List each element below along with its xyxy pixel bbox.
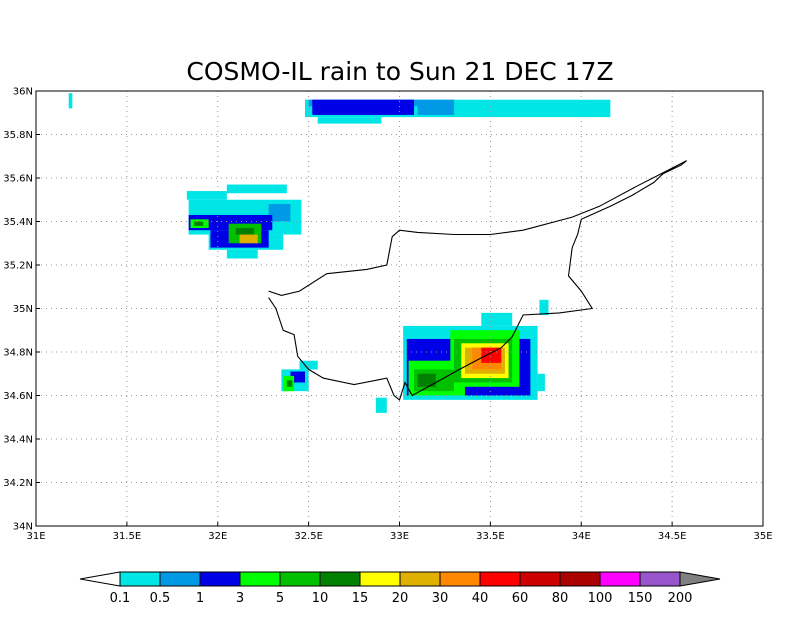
x-tick-label: 35E (753, 531, 772, 542)
x-tick-label: 31.5E (113, 531, 142, 542)
colorbar-label: 0.5 (150, 591, 171, 606)
colorbar-swatch (599, 571, 641, 587)
axis-ticks: 31E 31.5E 32E 32.5E 33E 33.5E 34E 34.5E 35E 34N 34… (3, 87, 772, 543)
y-tick-label: 35.4N (3, 217, 33, 228)
colorbar-swatch (479, 571, 521, 587)
y-tick-label: 34.8N (3, 348, 33, 359)
x-tick-label: 34E (572, 531, 591, 542)
colorbar: 0.1 0.5 1 3 5 10 15 20 30 40 60 80 100 150 200 (79, 571, 721, 606)
colorbar-swatch (639, 571, 681, 587)
rain-cell-20 (299, 360, 318, 370)
rain-field (68, 93, 611, 413)
rain-cell-34 (417, 373, 436, 387)
colorbar-swatch (279, 571, 321, 587)
colorbar-label: 150 (628, 591, 653, 606)
colorbar-swatch (399, 571, 441, 587)
colorbar-swatch (119, 571, 161, 587)
colorbar-swatch (239, 571, 281, 587)
colorbar-swatch (359, 571, 401, 587)
rain-cell-4 (417, 99, 455, 115)
chart-title: COSMO-IL rain to Sun 21 DEC 17Z (186, 57, 613, 86)
rain-cell-18 (239, 234, 258, 244)
x-tick-label: 31E (26, 531, 45, 542)
rain-cell-16 (194, 221, 204, 226)
x-tick-label: 32.5E (294, 531, 323, 542)
rain-cell-17 (235, 228, 255, 235)
colorbar-label: 40 (472, 591, 489, 606)
y-tick-label: 34.6N (3, 391, 33, 402)
x-tick-label: 33E (390, 531, 409, 542)
colorbar-label: 200 (668, 591, 693, 606)
y-tick-label: 34.2N (3, 478, 33, 489)
colorbar-label: 100 (588, 591, 613, 606)
x-tick-label: 34.5E (658, 531, 687, 542)
y-tick-label: 34N (13, 522, 33, 533)
colorbar-label: 30 (432, 591, 449, 606)
rain-cell-21 (290, 371, 305, 383)
colorbar-swatch (559, 571, 601, 587)
rain-cell-6 (186, 191, 227, 200)
y-tick-label: 36N (13, 87, 33, 98)
colorbar-label: 15 (352, 591, 369, 606)
colorbar-label: 1 (196, 591, 204, 606)
colorbar-swatch (199, 571, 241, 587)
rain-cell-10 (226, 249, 258, 259)
colorbar-under-arrow (79, 571, 121, 587)
colorbar-label: 60 (512, 591, 529, 606)
rain-cell-2 (317, 117, 382, 124)
rain-cell-24 (375, 397, 387, 413)
y-tick-label: 35.2N (3, 261, 33, 272)
colorbar-swatch (439, 571, 481, 587)
y-tick-label: 35.6N (3, 174, 33, 185)
rain-cell-0 (68, 93, 73, 109)
colorbar-label: 5 (276, 591, 284, 606)
x-tick-label: 33.5E (476, 531, 505, 542)
colorbar-swatch (159, 571, 201, 587)
rain-cell-38 (481, 347, 502, 363)
colorbar-over-arrow (679, 571, 721, 587)
gridlines (36, 91, 763, 526)
cyprus-coastline (268, 160, 688, 401)
x-tick-label: 32E (208, 531, 227, 542)
rain-cell-26 (481, 312, 513, 326)
colorbar-label: 10 (312, 591, 329, 606)
colorbar-label: 0.1 (110, 591, 131, 606)
coastline (268, 160, 688, 401)
y-tick-label: 34.4N (3, 435, 33, 446)
colorbar-label: 80 (552, 591, 569, 606)
rain-cell-11 (268, 204, 291, 222)
colorbar-label: 3 (236, 591, 244, 606)
y-tick-label: 35N (13, 304, 33, 315)
y-tick-label: 35.8N (3, 130, 33, 141)
colorbar-label: 20 (392, 591, 409, 606)
rain-cell-28 (537, 373, 545, 392)
colorbar-swatch (319, 571, 361, 587)
rain-cell-7 (226, 184, 287, 194)
rain-cell-5 (312, 99, 415, 115)
rain-cell-23 (286, 380, 293, 387)
colorbar-swatch (519, 571, 561, 587)
rain-cell-27 (539, 299, 549, 316)
